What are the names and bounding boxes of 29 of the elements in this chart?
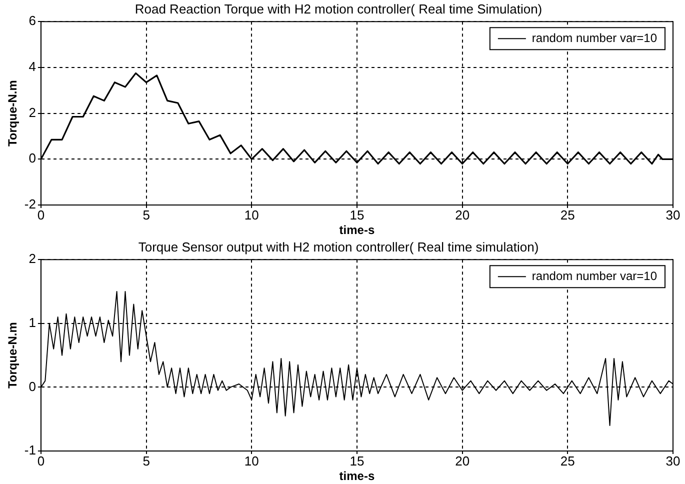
x-tick-label: 5	[142, 453, 150, 468]
y-axis-title: Torque-N.m	[6, 80, 20, 147]
legend-label: random number var=10	[532, 30, 658, 45]
chart-title: Road Reaction Torque with H2 motion controller( Real time Simulation)	[134, 1, 542, 16]
y-tick-label: 0	[28, 150, 36, 166]
y-tick-label: 0	[28, 378, 36, 394]
x-tick-label: 30	[666, 453, 680, 468]
x-tick-label: 5	[142, 207, 150, 222]
x-tick-label: 30	[666, 207, 680, 222]
y-axis-title: Torque-N.m	[6, 322, 20, 389]
y-tick-label: 6	[28, 13, 36, 28]
x-axis-title: time-s	[339, 469, 375, 484]
x-tick-label: 25	[560, 453, 575, 468]
x-tick-label: 15	[350, 207, 364, 222]
x-tick-label: 10	[244, 207, 259, 222]
legend-label: random number var=10	[532, 268, 658, 283]
y-tick-label: -2	[24, 196, 36, 212]
x-tick-label: 20	[455, 207, 470, 222]
y-tick-label: 4	[28, 59, 36, 74]
x-tick-label: 25	[560, 207, 575, 222]
x-tick-label: 20	[455, 453, 470, 468]
chart-title: Torque Sensor output with H2 motion controller( Real time simulation)	[138, 239, 539, 254]
x-tick-label: 10	[244, 453, 259, 468]
x-axis-title: time-s	[339, 223, 375, 238]
y-tick-label: 1	[28, 314, 36, 330]
y-tick-label: 2	[28, 251, 36, 266]
x-tick-label: 15	[350, 453, 364, 468]
y-tick-label: -1	[24, 442, 36, 458]
y-tick-label: 2	[28, 104, 36, 120]
